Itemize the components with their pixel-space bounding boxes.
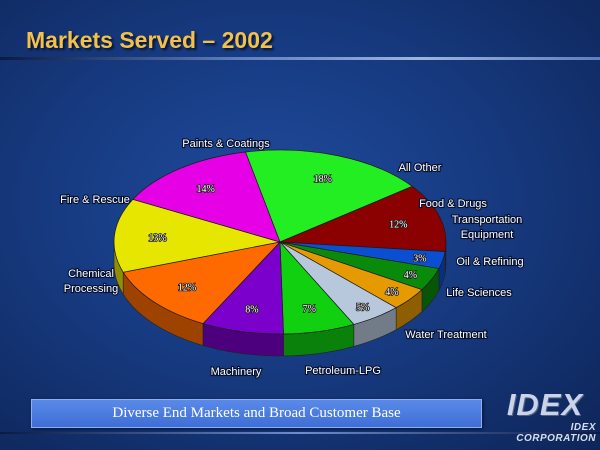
idex-logo-mark: IDEX (506, 387, 584, 422)
pie-percent-3: 4% (404, 270, 417, 281)
subtitle-banner: Diverse End Markets and Broad Customer B… (31, 399, 482, 428)
pie-slice-8 (122, 241, 281, 324)
pie-label-7: Petroleum-LPG (305, 365, 381, 377)
title-rule (0, 57, 600, 60)
pie-label-4: Oil & Refining (456, 256, 523, 268)
pie-label-6: Water Treatment (405, 329, 487, 341)
company-name: IDEX CORPORATION (516, 422, 596, 444)
idex-logo: IDEX IDEX CORPORATION (492, 387, 596, 444)
pie-label-2: Food & Drugs (419, 198, 487, 210)
pie-percent-6: 7% (303, 304, 316, 315)
pie-percent-0: 18% (314, 174, 332, 185)
pie-label-1: All Other (399, 162, 442, 174)
pie-slice-9 (113, 198, 281, 273)
pie-label-3: Transportation Equipment (452, 214, 523, 241)
pie-category-labels: Paints & Coatings All Other Food & Drugs Tr… (59, 137, 525, 379)
pie-label-5: Life Sciences (446, 287, 512, 299)
pie-slice-1 (279, 185, 447, 252)
bottom-rule (0, 432, 600, 434)
pie-percent-labels: 18% 12% 3% 4% 4% 5% 7% 8% 12% 13% 14% (148, 173, 428, 316)
pie-percent-5: 5% (356, 303, 369, 314)
slide-title: Markets Served – 2002 (26, 27, 273, 53)
pie-slice-0 (244, 149, 413, 243)
pie-slice-10 (132, 151, 281, 243)
pie-label-8: Machinery (211, 366, 262, 378)
pie-percent-4: 4% (385, 287, 398, 298)
pie-percent-9: 13% (148, 233, 166, 244)
pie-percent-2: 3% (413, 254, 426, 265)
pie-label-9: Chemical Processing (64, 268, 118, 295)
pie-percent-1: 12% (389, 220, 407, 231)
pie-label-0: Paints & Coatings (182, 138, 270, 150)
pie-label-10: Fire & Rescue (60, 194, 130, 206)
pie-tops (113, 149, 447, 335)
pie-percent-10: 14% (197, 184, 215, 195)
pie-percent-7: 8% (245, 304, 258, 315)
pie-percent-8: 12% (178, 283, 196, 294)
